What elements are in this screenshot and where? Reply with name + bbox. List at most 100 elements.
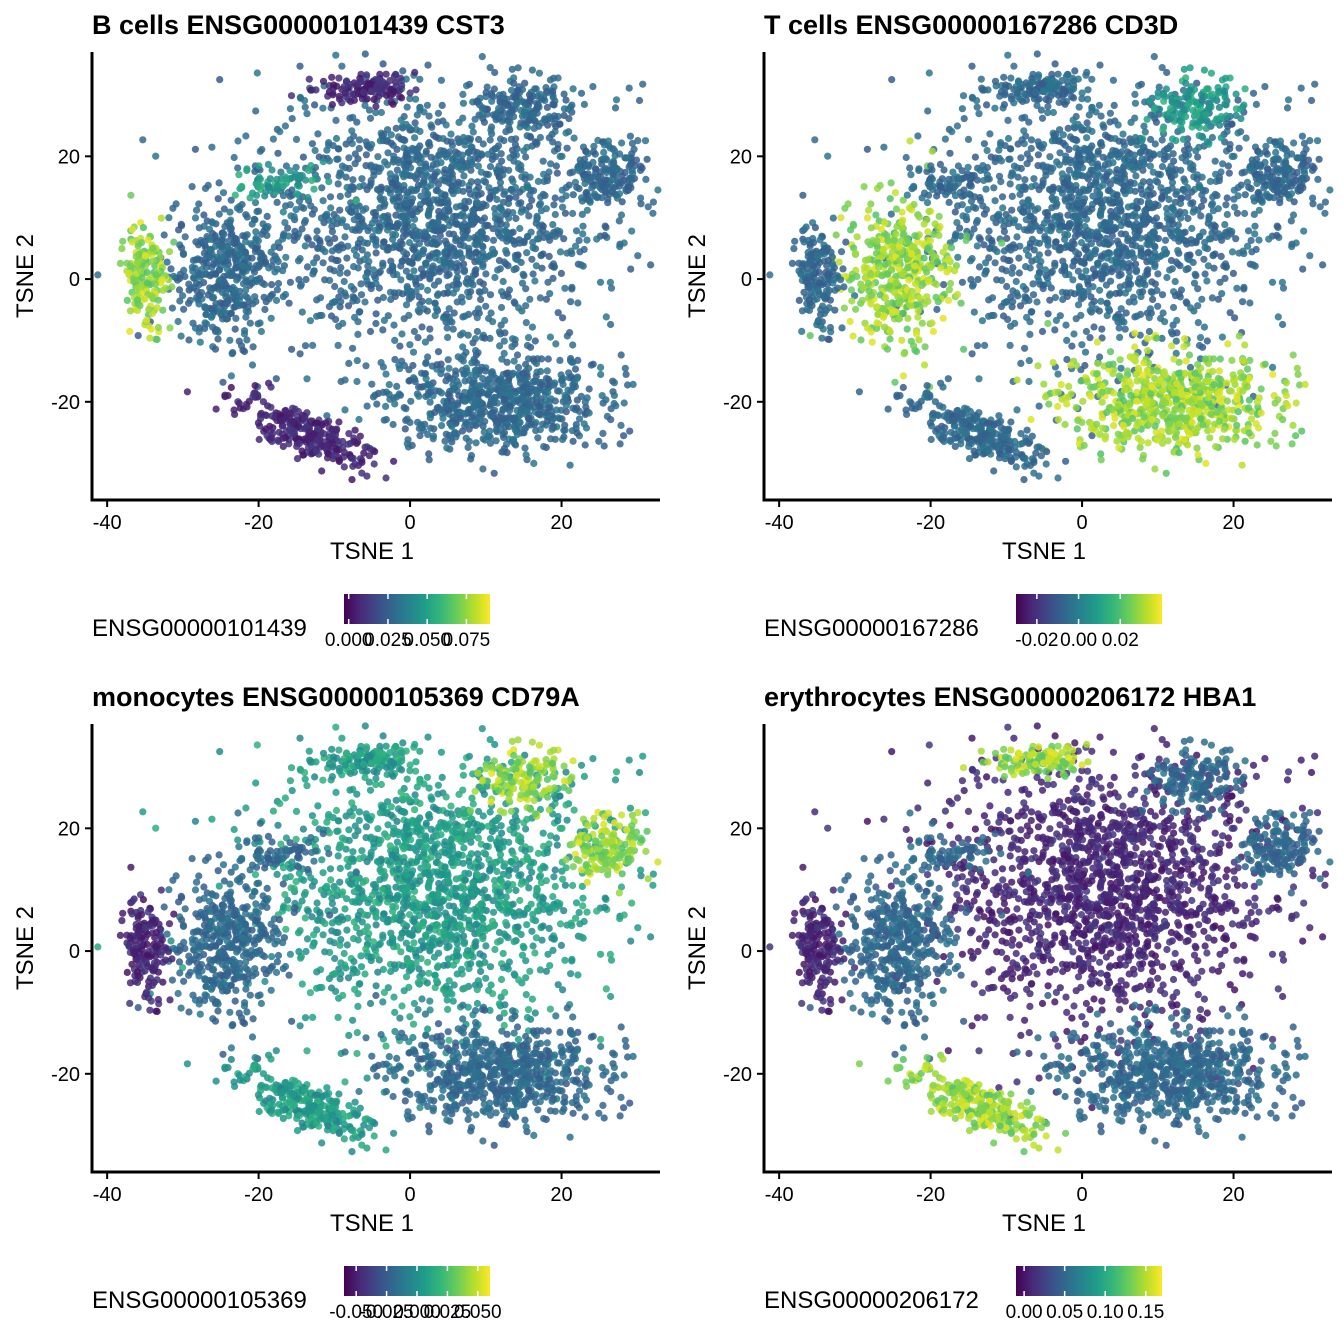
point xyxy=(355,136,364,144)
point xyxy=(1113,237,1122,245)
point xyxy=(398,81,406,90)
point xyxy=(225,237,233,245)
point xyxy=(389,420,397,429)
point xyxy=(1079,273,1087,281)
point xyxy=(1096,61,1104,69)
point xyxy=(1214,205,1222,213)
point xyxy=(1192,272,1200,280)
point xyxy=(542,205,550,213)
point xyxy=(1109,159,1117,167)
point xyxy=(465,80,473,88)
point xyxy=(256,147,264,155)
point xyxy=(227,196,235,204)
point xyxy=(211,270,220,278)
point xyxy=(286,105,294,113)
point xyxy=(533,235,541,243)
point xyxy=(1228,152,1236,160)
point xyxy=(608,176,617,184)
point xyxy=(332,427,340,435)
point xyxy=(500,349,508,357)
point xyxy=(425,112,433,120)
point xyxy=(479,465,487,473)
point xyxy=(516,188,524,196)
point xyxy=(318,311,326,320)
point xyxy=(297,203,306,211)
point xyxy=(602,396,610,404)
point xyxy=(575,236,583,245)
point xyxy=(440,259,448,267)
point xyxy=(531,85,539,93)
point xyxy=(556,415,564,423)
point xyxy=(593,235,601,243)
point xyxy=(589,83,597,91)
point xyxy=(363,402,371,410)
point xyxy=(293,442,301,450)
point xyxy=(282,173,290,181)
point xyxy=(478,242,487,250)
point xyxy=(321,248,329,256)
point xyxy=(296,171,304,180)
point xyxy=(980,241,988,249)
point xyxy=(327,204,335,212)
point xyxy=(625,84,633,92)
point xyxy=(1161,236,1170,244)
point xyxy=(1048,268,1056,276)
point xyxy=(585,385,593,393)
point xyxy=(195,291,204,299)
point xyxy=(1020,183,1028,191)
point xyxy=(393,222,402,230)
point xyxy=(1069,276,1077,284)
point xyxy=(459,99,467,107)
point xyxy=(558,435,567,444)
point xyxy=(360,449,368,457)
point xyxy=(1023,313,1031,321)
point xyxy=(532,394,540,402)
point xyxy=(612,402,620,410)
point xyxy=(389,235,397,243)
point xyxy=(1036,262,1044,270)
point xyxy=(248,220,256,228)
point xyxy=(988,236,996,244)
point xyxy=(1069,116,1077,124)
point xyxy=(485,314,493,323)
point xyxy=(547,160,555,168)
point xyxy=(1219,160,1227,168)
point xyxy=(362,162,370,170)
point xyxy=(360,222,368,230)
point xyxy=(298,447,306,455)
point xyxy=(285,440,293,448)
point xyxy=(491,210,499,218)
point xyxy=(358,175,366,183)
point xyxy=(475,288,483,296)
point xyxy=(279,442,287,451)
point xyxy=(481,334,489,342)
point xyxy=(509,369,517,377)
point xyxy=(508,343,516,351)
point xyxy=(390,457,398,465)
point xyxy=(465,221,473,230)
point xyxy=(369,209,378,217)
point xyxy=(353,377,361,386)
point xyxy=(523,249,531,257)
point xyxy=(415,383,423,391)
point xyxy=(405,124,413,132)
point xyxy=(238,182,246,190)
point xyxy=(389,100,397,108)
point xyxy=(1034,205,1042,213)
point xyxy=(426,334,434,342)
point xyxy=(1244,242,1252,250)
point xyxy=(1147,135,1155,144)
point xyxy=(467,288,475,296)
point xyxy=(1038,182,1046,190)
point xyxy=(544,355,552,363)
point xyxy=(146,334,154,342)
point xyxy=(529,244,537,252)
point xyxy=(343,223,351,231)
point xyxy=(303,110,311,118)
point xyxy=(236,287,244,295)
point xyxy=(377,164,385,172)
point xyxy=(488,97,496,105)
point xyxy=(344,440,352,448)
point xyxy=(266,427,274,436)
point xyxy=(361,101,369,110)
